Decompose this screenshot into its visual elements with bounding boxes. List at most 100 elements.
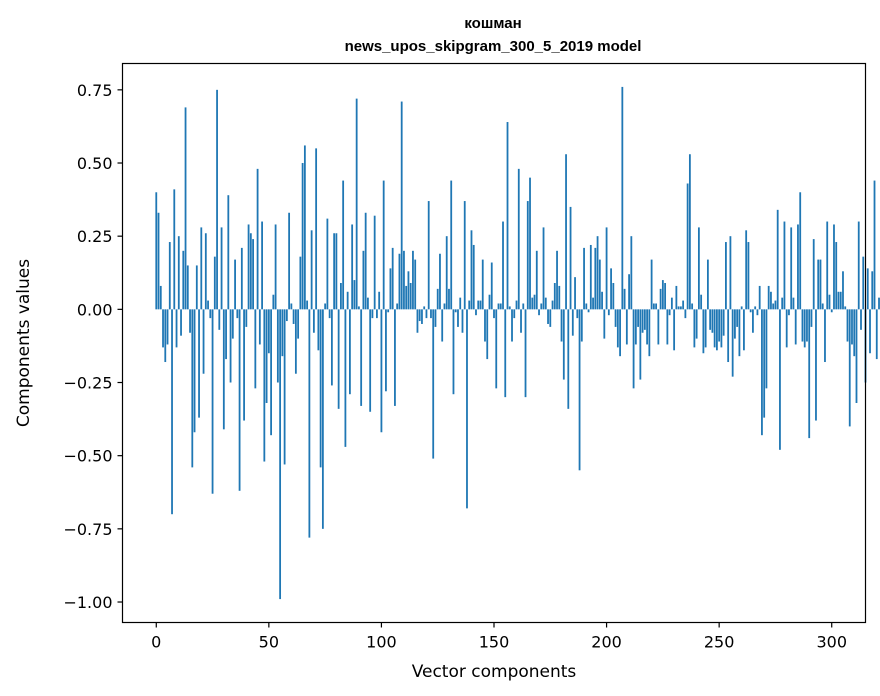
- bar-46: [258, 309, 261, 345]
- x-tick-label: 0: [151, 633, 161, 652]
- bar-18: [195, 265, 198, 310]
- bar-298: [826, 221, 829, 310]
- bar-312: [857, 221, 860, 310]
- bar-151: [495, 309, 498, 389]
- bar-70: [312, 309, 315, 333]
- bar-90: [358, 306, 360, 310]
- bar-156: [506, 122, 509, 310]
- bar-77: [328, 309, 331, 319]
- bar-183: [567, 309, 570, 409]
- bar-218: [646, 309, 648, 345]
- bar-182: [565, 154, 567, 310]
- bar-39: [243, 309, 245, 421]
- bar-133: [454, 309, 457, 313]
- bar-51: [270, 309, 272, 436]
- bar-196: [596, 236, 599, 310]
- bar-58: [285, 309, 288, 322]
- bar-262: [745, 230, 748, 310]
- bar-48: [263, 309, 266, 462]
- bar-78: [330, 309, 333, 386]
- bar-299: [828, 294, 831, 310]
- bar-111: [405, 285, 408, 310]
- bar-2: [159, 285, 162, 310]
- bar-184: [569, 206, 572, 310]
- bar-243: [702, 309, 705, 354]
- bar-71: [315, 148, 318, 310]
- bar-291: [810, 309, 813, 327]
- bar-56: [281, 309, 284, 357]
- bar-43: [252, 239, 254, 310]
- x-tick-label: 100: [366, 633, 397, 652]
- bar-201: [607, 309, 610, 316]
- bar-236: [686, 183, 689, 310]
- bar-308: [848, 309, 851, 427]
- y-tick-label: −1.00: [63, 593, 112, 612]
- bar-75: [324, 303, 327, 310]
- bar-318: [871, 271, 874, 310]
- bar-148: [488, 294, 491, 310]
- bar-321: [878, 297, 880, 310]
- bar-142: [475, 309, 477, 316]
- bar-55: [279, 309, 282, 600]
- bar-161: [517, 168, 520, 310]
- y-axis-label: Components values: [14, 259, 34, 427]
- bar-253: [725, 242, 727, 310]
- bar-313: [860, 309, 862, 330]
- bar-85: [346, 291, 349, 310]
- bar-98: [376, 309, 378, 319]
- bar-247: [711, 309, 714, 333]
- bar-297: [824, 309, 826, 363]
- bar-192: [587, 309, 590, 313]
- x-tick-label: 200: [591, 633, 622, 652]
- bar-100: [380, 309, 383, 433]
- bar-3: [162, 309, 164, 348]
- bar-173: [544, 297, 547, 310]
- bar-15: [189, 309, 191, 333]
- bar-292: [812, 239, 815, 310]
- bar-222: [655, 303, 658, 310]
- bar-289: [806, 309, 808, 342]
- bar-213: [634, 309, 637, 345]
- bar-110: [403, 250, 405, 310]
- bar-135: [459, 297, 462, 310]
- bar-267: [756, 309, 759, 316]
- bar-233: [679, 306, 682, 310]
- bar-13: [184, 107, 187, 310]
- bar-223: [657, 309, 660, 345]
- bar-109: [400, 101, 403, 310]
- bar-62: [294, 309, 297, 374]
- bar-122: [430, 309, 432, 319]
- bar-248: [713, 309, 716, 348]
- bar-276: [776, 209, 779, 310]
- bar-317: [869, 309, 871, 354]
- bar-238: [691, 303, 694, 310]
- chart-title-line1: кошман: [464, 15, 521, 32]
- bar-266: [754, 306, 757, 310]
- bar-94: [367, 297, 369, 310]
- bar-114: [412, 250, 414, 310]
- bar-302: [835, 242, 838, 310]
- bar-63: [297, 309, 300, 339]
- bar-69: [310, 230, 313, 310]
- bar-154: [502, 221, 504, 310]
- bar-304: [839, 291, 842, 310]
- bar-164: [524, 309, 527, 398]
- bar-254: [727, 309, 730, 363]
- bar-208: [623, 288, 626, 310]
- bar-79: [333, 233, 336, 310]
- bar-303: [837, 291, 840, 310]
- bar-155: [504, 309, 507, 398]
- bar-259: [738, 309, 741, 357]
- bar-64: [299, 256, 302, 310]
- bar-68: [308, 309, 311, 538]
- bar-101: [382, 180, 385, 310]
- bar-316: [866, 268, 869, 310]
- bar-273: [770, 291, 772, 310]
- x-tick-label: 50: [259, 633, 279, 652]
- bar-150: [493, 309, 495, 319]
- bar-269: [761, 309, 763, 436]
- bar-36: [236, 309, 239, 319]
- bar-131: [450, 180, 453, 310]
- bar-309: [851, 309, 853, 345]
